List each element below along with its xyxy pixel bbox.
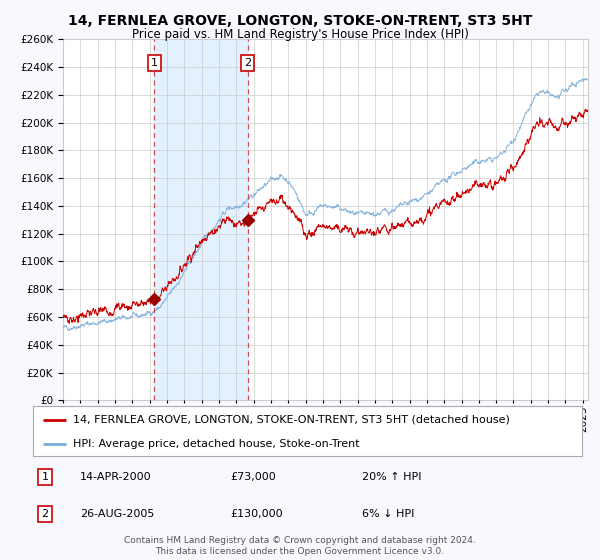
Text: 14-APR-2000: 14-APR-2000 — [80, 472, 151, 482]
Text: 2: 2 — [41, 509, 49, 519]
Text: 6% ↓ HPI: 6% ↓ HPI — [362, 509, 415, 519]
Text: 1: 1 — [41, 472, 49, 482]
Text: 26-AUG-2005: 26-AUG-2005 — [80, 509, 154, 519]
Text: £130,000: £130,000 — [230, 509, 283, 519]
Text: 20% ↑ HPI: 20% ↑ HPI — [362, 472, 422, 482]
Text: 14, FERNLEA GROVE, LONGTON, STOKE-ON-TRENT, ST3 5HT (detached house): 14, FERNLEA GROVE, LONGTON, STOKE-ON-TRE… — [73, 414, 509, 424]
Bar — [154, 39, 248, 400]
Text: HPI: Average price, detached house, Stoke-on-Trent: HPI: Average price, detached house, Stok… — [73, 439, 359, 449]
Text: Contains HM Land Registry data © Crown copyright and database right 2024.
This d: Contains HM Land Registry data © Crown c… — [124, 536, 476, 556]
Text: 2: 2 — [244, 58, 251, 68]
Text: Price paid vs. HM Land Registry's House Price Index (HPI): Price paid vs. HM Land Registry's House … — [131, 28, 469, 41]
Text: £73,000: £73,000 — [230, 472, 277, 482]
Text: 14, FERNLEA GROVE, LONGTON, STOKE-ON-TRENT, ST3 5HT: 14, FERNLEA GROVE, LONGTON, STOKE-ON-TRE… — [68, 14, 532, 28]
Text: 1: 1 — [151, 58, 158, 68]
